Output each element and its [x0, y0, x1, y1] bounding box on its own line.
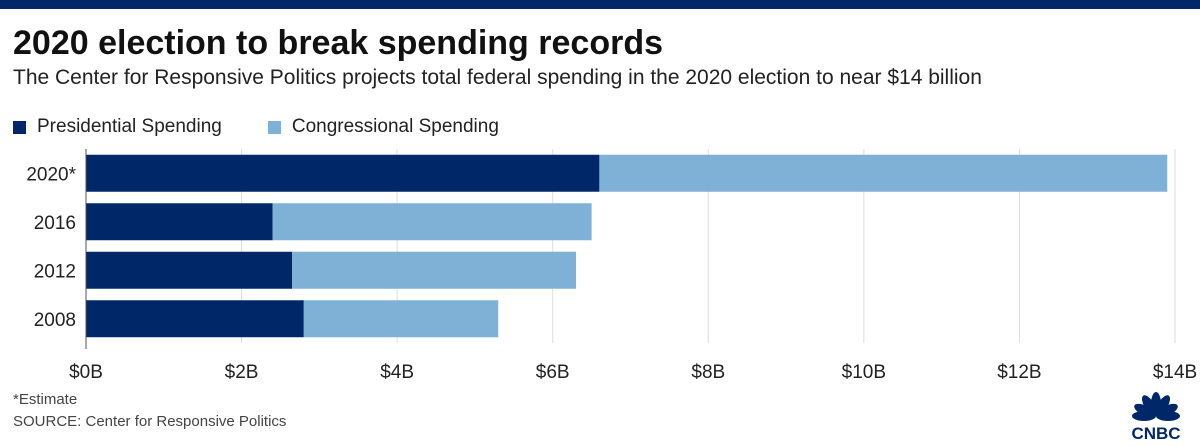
bar-presidential — [86, 203, 273, 241]
bar-congressional — [303, 300, 499, 338]
category-label: 2016 — [34, 213, 76, 234]
legend-label-congressional: Congressional Spending — [291, 116, 499, 137]
stacked-bar-chart: 2020* 2016 2012 2008 $0B $2B $4B $6B $8B $10B $12B… — [26, 149, 1197, 380]
legend-swatch-presidential — [13, 120, 26, 134]
legend: Presidential Spending Congressional Spen… — [13, 116, 545, 138]
x-tick-label: $14B — [1153, 362, 1197, 380]
legend-swatch-congressional — [267, 120, 281, 134]
legend-item-presidential: Presidential Spending — [13, 116, 222, 138]
x-tick-label: $12B — [997, 362, 1041, 380]
category-label: 2012 — [34, 261, 76, 282]
x-tick-label: $4B — [380, 362, 414, 380]
logo-text: CNBC — [1131, 424, 1180, 443]
bar-presidential — [86, 154, 600, 192]
source-note: SOURCE: Center for Responsive Politics — [13, 413, 287, 430]
footnote-estimate: *Estimate — [13, 391, 78, 408]
x-tick-label: $6B — [536, 362, 570, 380]
bar-presidential — [86, 251, 293, 289]
bar-congressional — [599, 154, 1168, 192]
legend-label-presidential: Presidential Spending — [37, 116, 222, 137]
x-tick-label: $2B — [225, 362, 259, 380]
cnbc-logo: CNBC — [1120, 392, 1192, 444]
chart-title: 2020 election to break spending records — [13, 24, 664, 62]
chart-subtitle: The Center for Responsive Politics proje… — [13, 66, 982, 89]
x-tick-label: $0B — [69, 362, 103, 380]
category-label: 2020* — [26, 164, 76, 185]
bar-congressional — [272, 203, 592, 241]
x-tick-label: $10B — [842, 362, 886, 380]
peacock-icon — [1132, 392, 1180, 421]
top-accent-bar — [0, 0, 1200, 9]
category-label: 2008 — [34, 310, 76, 331]
legend-item-congressional: Congressional Spending — [267, 116, 499, 138]
bar-presidential — [86, 300, 304, 338]
bar-congressional — [292, 251, 577, 289]
x-tick-label: $8B — [691, 362, 725, 380]
